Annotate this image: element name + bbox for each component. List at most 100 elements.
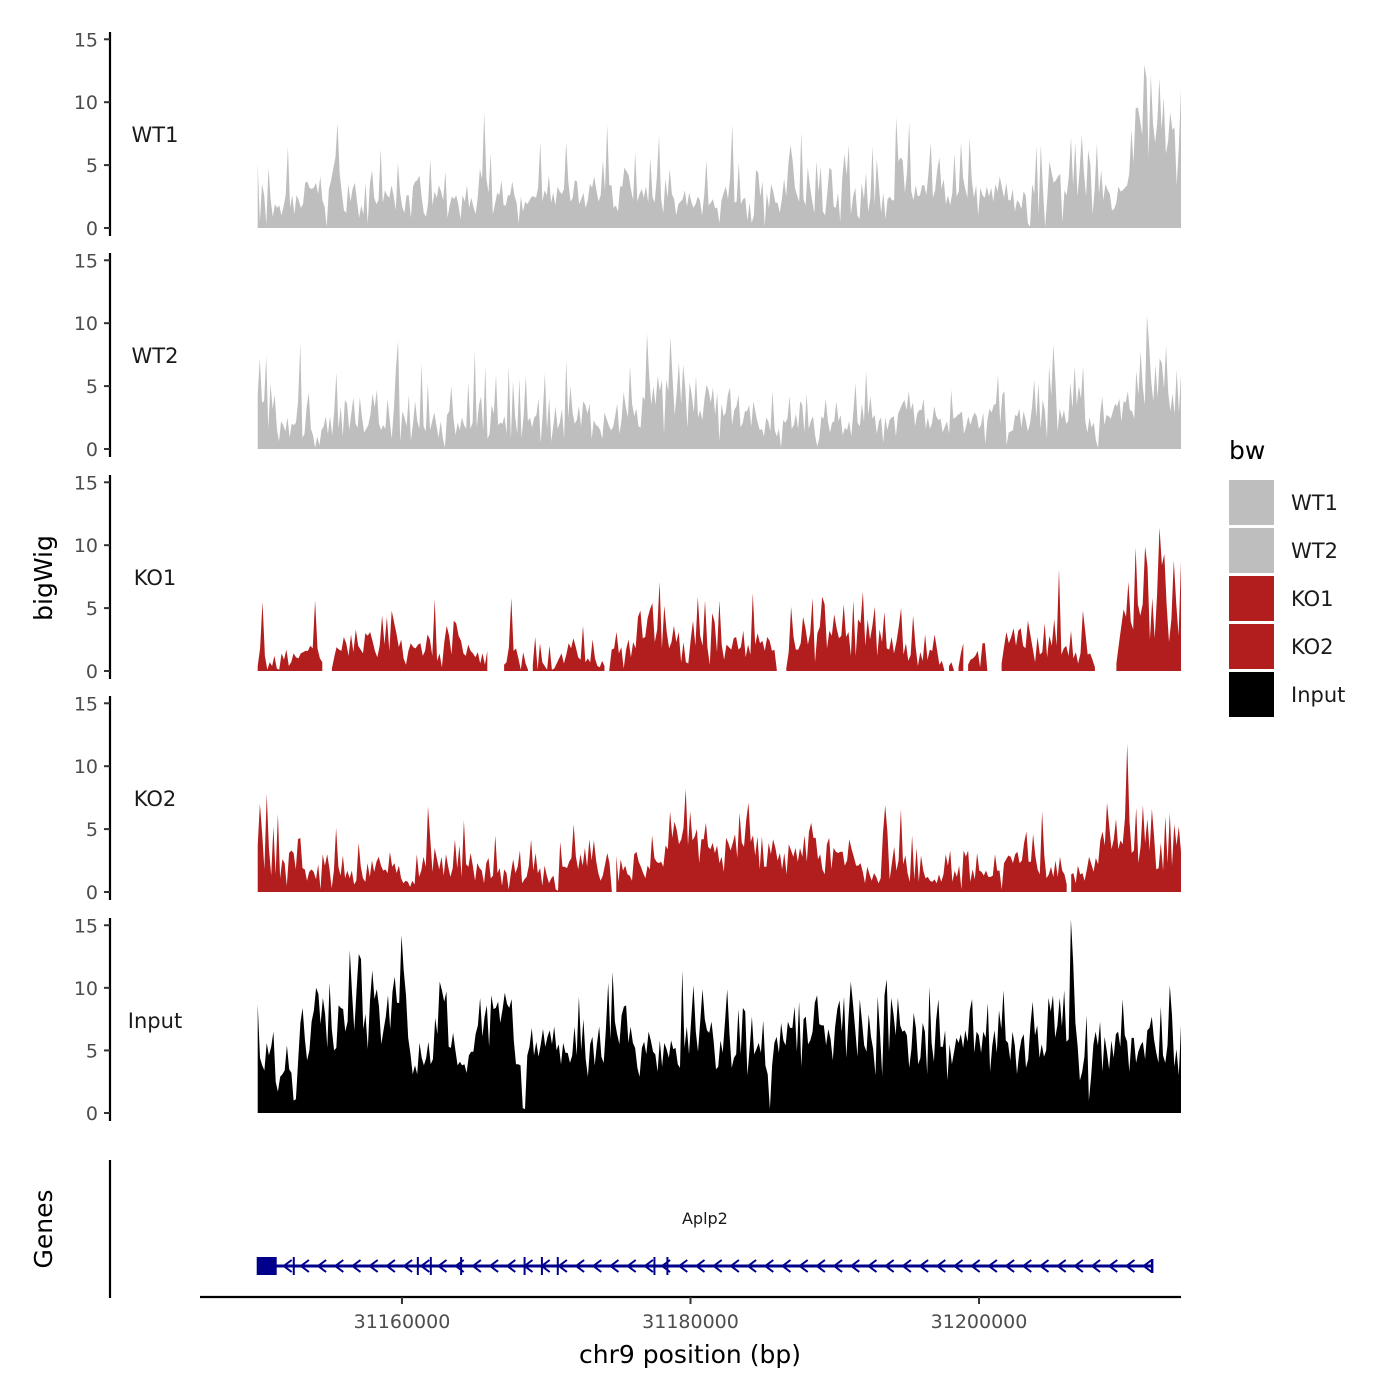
- strand-arrow: [832, 1259, 843, 1273]
- strand-arrow: [608, 1259, 620, 1273]
- x-tick-label: 31180000: [642, 1311, 739, 1333]
- strand-arrow: [350, 1259, 362, 1273]
- strand-arrow: [385, 1259, 396, 1273]
- strand-arrow: [935, 1259, 946, 1273]
- track-label: KO1: [134, 566, 177, 590]
- coverage-area: [1116, 527, 1181, 671]
- gene-label: Aplp2: [682, 1209, 728, 1228]
- coverage-area: [786, 591, 945, 671]
- strand-arrow: [1021, 1259, 1032, 1273]
- strand-arrow: [901, 1259, 912, 1273]
- strand-arrow: [333, 1259, 344, 1273]
- strand-arrow: [488, 1259, 499, 1273]
- coverage-area: [257, 315, 1181, 449]
- legend-label-wt2: WT2: [1291, 539, 1338, 563]
- strand-arrow: [626, 1259, 637, 1273]
- legend-swatch-ko2: [1229, 624, 1274, 669]
- strand-arrow: [884, 1259, 895, 1273]
- coverage-area: [504, 598, 528, 671]
- coverage-area: [1001, 569, 1095, 671]
- strand-arrow: [419, 1259, 430, 1273]
- strand-arrow: [918, 1259, 929, 1273]
- y-tick-label: 5: [86, 598, 98, 620]
- coverage-area: [257, 919, 1181, 1113]
- strand-arrow: [1107, 1259, 1118, 1273]
- strand-arrow: [574, 1259, 585, 1273]
- track-input: 0 5 10 15 Input: [74, 915, 1181, 1125]
- strand-arrow: [952, 1259, 964, 1273]
- track-label: KO2: [134, 787, 177, 811]
- y-tick-label: 5: [86, 819, 98, 841]
- coverage-area: [532, 625, 605, 671]
- coverage-area: [257, 64, 1181, 228]
- coverage-area: [609, 581, 777, 671]
- y-tick-label: 0: [86, 439, 98, 461]
- genes-axis-title: Genes: [29, 1189, 58, 1268]
- strand-arrow: [591, 1259, 602, 1273]
- track-wt2: 0 5 10 15 WT2: [74, 250, 1181, 461]
- strand-arrow: [970, 1259, 981, 1273]
- legend-label-wt1: WT1: [1291, 491, 1338, 515]
- legend-title: bw: [1229, 436, 1265, 465]
- strand-arrow: [1004, 1259, 1015, 1273]
- track-label: WT2: [132, 344, 179, 368]
- strand-arrow: [1056, 1259, 1067, 1273]
- legend-label-ko2: KO2: [1291, 635, 1334, 659]
- strand-arrow: [368, 1259, 379, 1273]
- legend-swatch-wt2: [1229, 528, 1274, 573]
- strand-arrow: [849, 1259, 860, 1273]
- strand-arrow: [677, 1259, 688, 1273]
- legend-swatch-input: [1229, 672, 1274, 717]
- y-tick-label: 10: [74, 978, 98, 1000]
- y-tick-label: 10: [74, 756, 98, 778]
- track-label: WT1: [132, 123, 179, 147]
- strand-arrow: [282, 1259, 293, 1273]
- y-tick-label: 5: [86, 155, 98, 177]
- strand-arrow: [712, 1259, 723, 1273]
- strand-arrow: [1124, 1259, 1136, 1273]
- strand-arrow: [436, 1259, 448, 1273]
- strand-arrow: [694, 1259, 706, 1273]
- gene-end-block: [257, 1257, 277, 1275]
- x-tick-label: 31200000: [931, 1311, 1028, 1333]
- y-tick-label: 10: [74, 313, 98, 335]
- strand-arrow: [798, 1259, 809, 1273]
- x-axis-title: chr9 position (bp): [579, 1340, 801, 1369]
- strand-arrow: [763, 1259, 774, 1273]
- x-axis: 31160000 31180000 31200000: [200, 1295, 1181, 1333]
- strand-arrow: [780, 1259, 792, 1273]
- strand-arrow: [815, 1259, 826, 1273]
- y-tick-label: 0: [86, 661, 98, 683]
- y-tick-label: 5: [86, 1040, 98, 1062]
- y-tick-label: 10: [74, 92, 98, 114]
- strand-arrow: [402, 1259, 413, 1273]
- y-axis-title: bigWig: [29, 535, 58, 621]
- track-wt1: 0 5 10 15 WT1: [74, 29, 1181, 240]
- y-tick-label: 5: [86, 376, 98, 398]
- coverage-tracks: 0 5 10 15 WT1 0 5 10 15 WT2 0 5 10 15 KO1 0 5 10 15 KO2 0 5 10…: [74, 29, 1181, 1125]
- y-tick-label: 15: [74, 250, 98, 272]
- strand-arrow: [729, 1259, 740, 1273]
- coverage-area: [1071, 743, 1181, 892]
- y-tick-label: 15: [74, 472, 98, 494]
- strand-arrow: [1073, 1259, 1084, 1273]
- legend-swatch-wt1: [1229, 480, 1274, 525]
- y-tick-label: 10: [74, 535, 98, 557]
- strand-arrow: [505, 1259, 516, 1273]
- coverage-area: [616, 788, 1067, 892]
- strand-arrow: [866, 1259, 878, 1273]
- y-tick-label: 15: [74, 915, 98, 937]
- strand-arrow: [471, 1259, 482, 1273]
- gene-track: Aplp2: [108, 1160, 1154, 1298]
- y-tick-label: 0: [86, 218, 98, 240]
- legend: bw WT1 WT2 KO1 KO2 Input: [1229, 436, 1345, 717]
- strand-arrow: [557, 1259, 568, 1273]
- y-tick-label: 0: [86, 1103, 98, 1125]
- track-ko2: 0 5 10 15 KO2: [74, 693, 1181, 904]
- legend-swatch-ko1: [1229, 576, 1274, 621]
- coverage-area: [257, 600, 323, 671]
- strand-arrow: [299, 1259, 310, 1273]
- y-tick-label: 0: [86, 882, 98, 904]
